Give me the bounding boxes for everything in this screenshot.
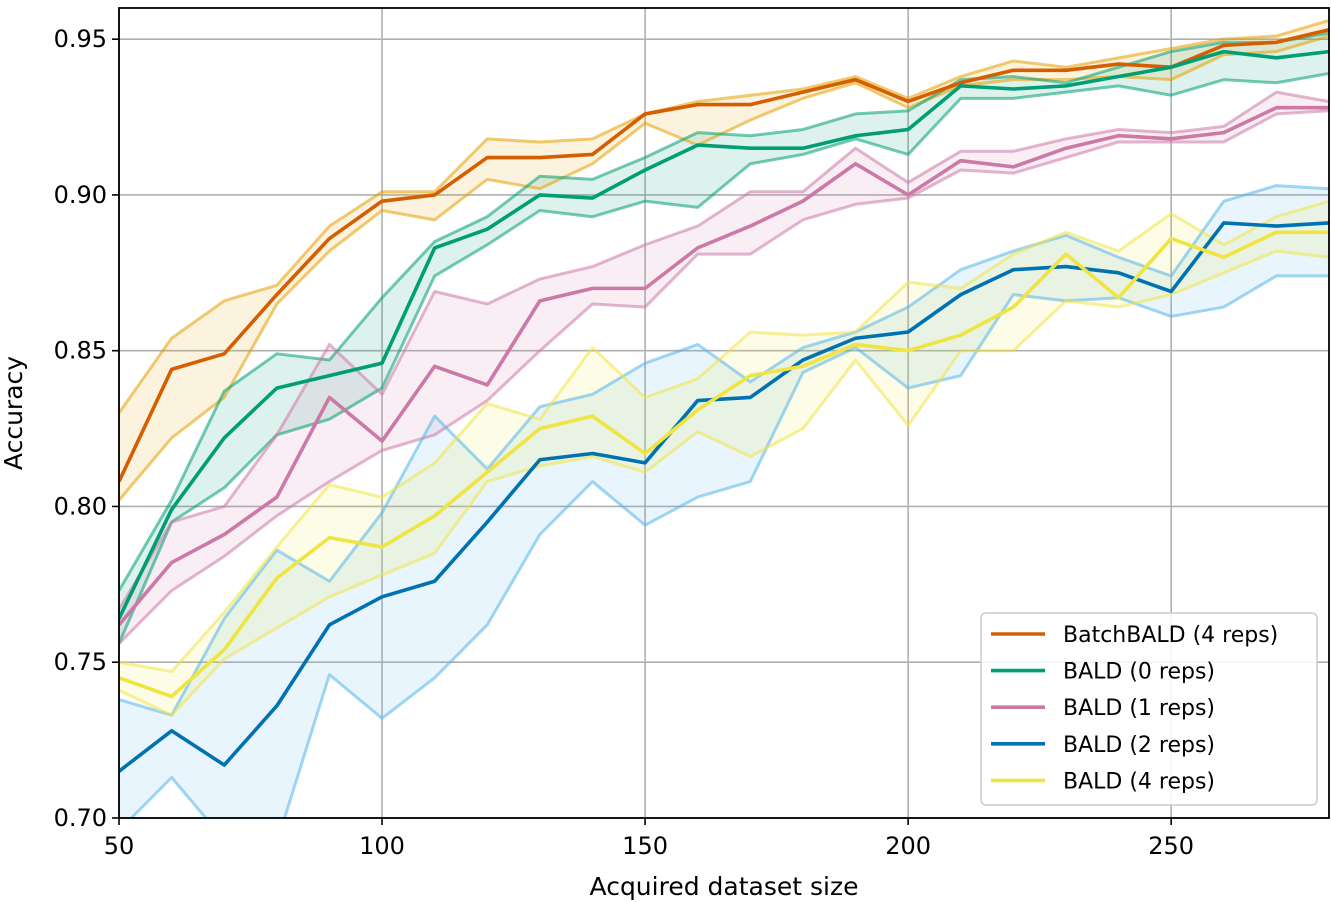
lower-bound-series-2: [119, 109, 1329, 645]
x-tick-label: 250: [1148, 832, 1194, 860]
legend-label: BALD (0 reps): [1063, 660, 1215, 685]
lower-bound-series-0: [119, 34, 1329, 502]
x-tick-label: 200: [885, 832, 931, 860]
mean-line-series-1: [119, 49, 1329, 620]
y-tick-label: 0.80: [54, 492, 107, 520]
lower-bound-series-3: [129, 274, 1329, 818]
x-tick-label: 150: [622, 832, 668, 860]
band-fill-series-0: [119, 20, 1329, 501]
mean-line-series-4: [119, 230, 1329, 699]
band-fill-series-3: [119, 185, 1329, 818]
x-tick-label: 50: [104, 832, 135, 860]
lower-bound-series-4: [119, 249, 1329, 717]
legend-label: BALD (2 reps): [1063, 733, 1215, 758]
legend: BatchBALD (4 reps) BALD (0 reps) BALD (1 r…: [980, 612, 1318, 806]
legend-label: BALD (1 reps): [1063, 696, 1215, 721]
upper-bound-series-2: [119, 90, 1329, 611]
upper-bound-series-4: [119, 199, 1329, 674]
y-axis-label: Accuracy: [0, 356, 28, 470]
lower-bound-series-1: [119, 71, 1329, 645]
legend-label: BALD (4 reps): [1063, 769, 1215, 794]
mean-lines: [119, 19, 1329, 818]
band-fill-series-4: [119, 201, 1329, 716]
y-tick-label: 0.90: [54, 181, 107, 209]
mean-line-series-0: [119, 28, 1329, 483]
axis-ticks: 50 100 150 200 250 0.70 0.75 0.80 0.85 0.90 0.95: [54, 25, 1195, 860]
mean-line-series-3: [119, 221, 1329, 773]
legend-box: [980, 612, 1318, 806]
y-tick-label: 0.95: [54, 25, 107, 53]
plot-frame: [118, 7, 1330, 819]
legend-label: BatchBALD (4 reps): [1063, 623, 1278, 648]
band-fill-series-1: [119, 32, 1329, 644]
mean-line-series-2: [119, 105, 1329, 627]
y-tick-label: 0.75: [54, 648, 107, 676]
x-tick-label: 100: [359, 832, 405, 860]
upper-bound-series-3: [119, 184, 1329, 717]
y-tick-label: 0.85: [54, 337, 107, 365]
y-tick-label: 0.70: [54, 804, 107, 832]
x-axis-label: Acquired dataset size: [590, 872, 859, 901]
upper-bound-series-0: [119, 19, 1329, 414]
confidence-bands: [119, 20, 1329, 818]
